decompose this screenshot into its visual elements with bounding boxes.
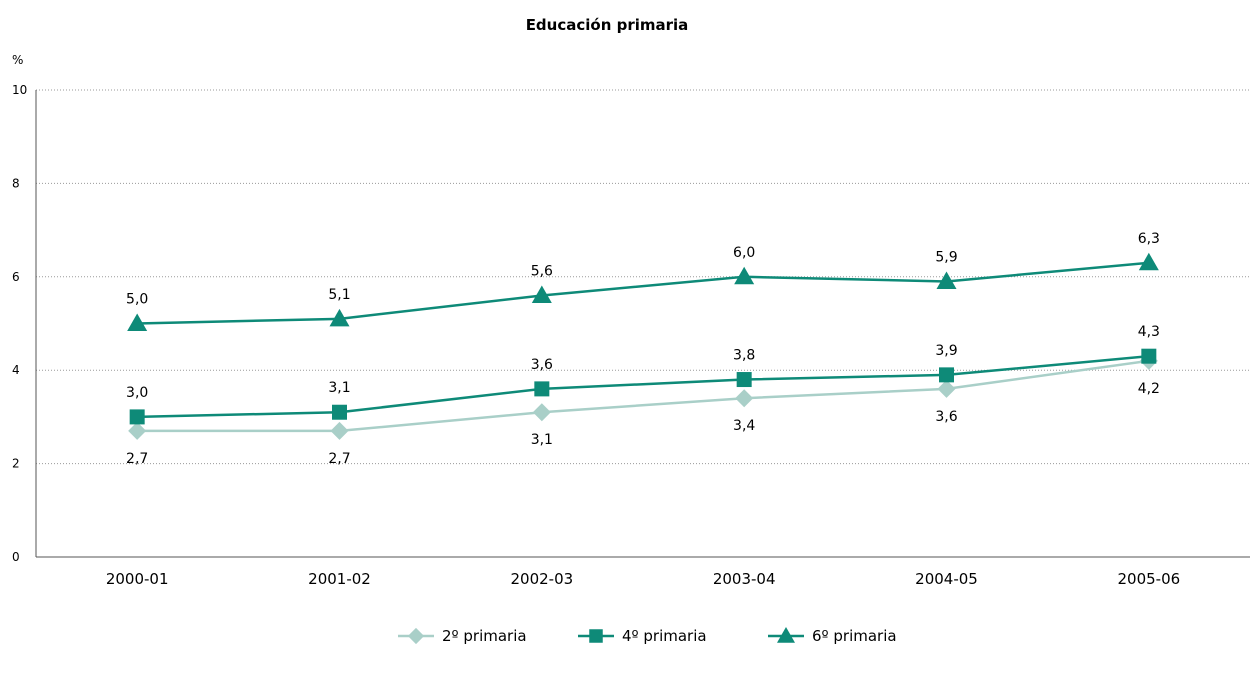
legend-marker <box>407 627 425 645</box>
y-tick-label: 4 <box>12 363 20 377</box>
chart-title: Educación primaria <box>526 16 689 34</box>
legend-marker <box>589 629 603 643</box>
series-triangle: 5,0 5,1 5,6 6,0 5,9 6,3 <box>126 231 1160 331</box>
x-tick-label: 2000-01 <box>106 570 169 588</box>
data-label: 3,6 <box>935 409 957 425</box>
legend-item: 6º primaria <box>768 627 897 645</box>
series-group: 2,7 2,73,13,43,64,23,0 3,13,63,8 3,94,35,0 5… <box>126 231 1160 467</box>
legend-label: 6º primaria <box>812 627 897 645</box>
data-point <box>736 372 752 388</box>
series-line <box>137 354 1149 419</box>
y-tick-label: 8 <box>12 176 20 190</box>
x-tick-label: 2002-03 <box>510 570 573 588</box>
y-tick-label: 0 <box>12 550 20 564</box>
x-tick-label: 2001-02 <box>308 570 371 588</box>
data-point <box>936 271 957 289</box>
data-point <box>939 367 954 383</box>
data-label: 3,8 <box>733 348 755 364</box>
x-tick-labels: 2000-01 2001-02 2002-03 2003-04 2004-05 2005-… <box>106 570 1180 588</box>
data-point <box>332 404 347 420</box>
data-point <box>128 421 147 440</box>
data-point <box>129 409 145 425</box>
data-label: 3,4 <box>733 418 755 434</box>
data-label: 3,6 <box>531 357 553 373</box>
y-tick-label: 10 <box>12 83 27 97</box>
data-label: 6,0 <box>733 245 755 261</box>
data-point <box>531 285 552 303</box>
data-label: 3,0 <box>126 385 148 401</box>
series-line <box>137 359 1150 433</box>
data-point <box>1138 252 1159 271</box>
data-label: 5,6 <box>531 263 553 279</box>
axes <box>35 90 1250 558</box>
data-point <box>734 266 755 285</box>
y-tick-label: 6 <box>12 270 20 284</box>
data-point <box>329 308 350 327</box>
data-point <box>127 313 148 331</box>
data-label: 3,1 <box>328 380 350 396</box>
data-label: 5,1 <box>328 287 350 303</box>
series-square: 3,0 3,1 3,6 3,8 3,9 4,3 <box>126 324 1160 425</box>
legend-label: 4º primaria <box>622 627 707 645</box>
data-point <box>1141 348 1157 364</box>
data-label: 3,1 <box>531 432 553 448</box>
legend-label: 2º primaria <box>442 627 527 645</box>
data-label: 4,3 <box>1138 324 1160 340</box>
legend-item: 4º primaria <box>578 627 707 645</box>
legend: 2º primaria 4º primaria 6º primaria <box>398 627 897 645</box>
x-tick-label: 2003-04 <box>713 570 776 588</box>
legend-item: 2º primaria <box>398 627 527 645</box>
x-tick-label: 2004-05 <box>915 570 978 588</box>
series-line <box>137 261 1149 325</box>
data-point <box>330 421 349 440</box>
y-tick-labels: 0 2 4 6 8 10 <box>12 83 27 564</box>
data-point <box>735 389 754 408</box>
gridlines <box>36 89 1250 465</box>
data-label: 2,7 <box>328 451 350 467</box>
data-label: 5,0 <box>126 292 148 308</box>
legend-marker <box>777 627 795 643</box>
data-label: 2,7 <box>126 451 148 467</box>
data-label: 5,9 <box>935 249 957 265</box>
x-tick-label: 2005-06 <box>1117 570 1180 588</box>
data-point <box>532 403 551 422</box>
data-label: 6,3 <box>1138 231 1160 247</box>
data-label: 4,2 <box>1138 381 1160 397</box>
data-point <box>937 379 956 398</box>
data-label: 3,9 <box>935 343 957 359</box>
y-tick-label: 2 <box>12 457 20 471</box>
y-axis-unit: % <box>12 53 23 67</box>
data-point <box>534 381 550 397</box>
series-diamond: 2,7 2,7 3,1 3,4 3,6 4,2 <box>126 351 1160 467</box>
